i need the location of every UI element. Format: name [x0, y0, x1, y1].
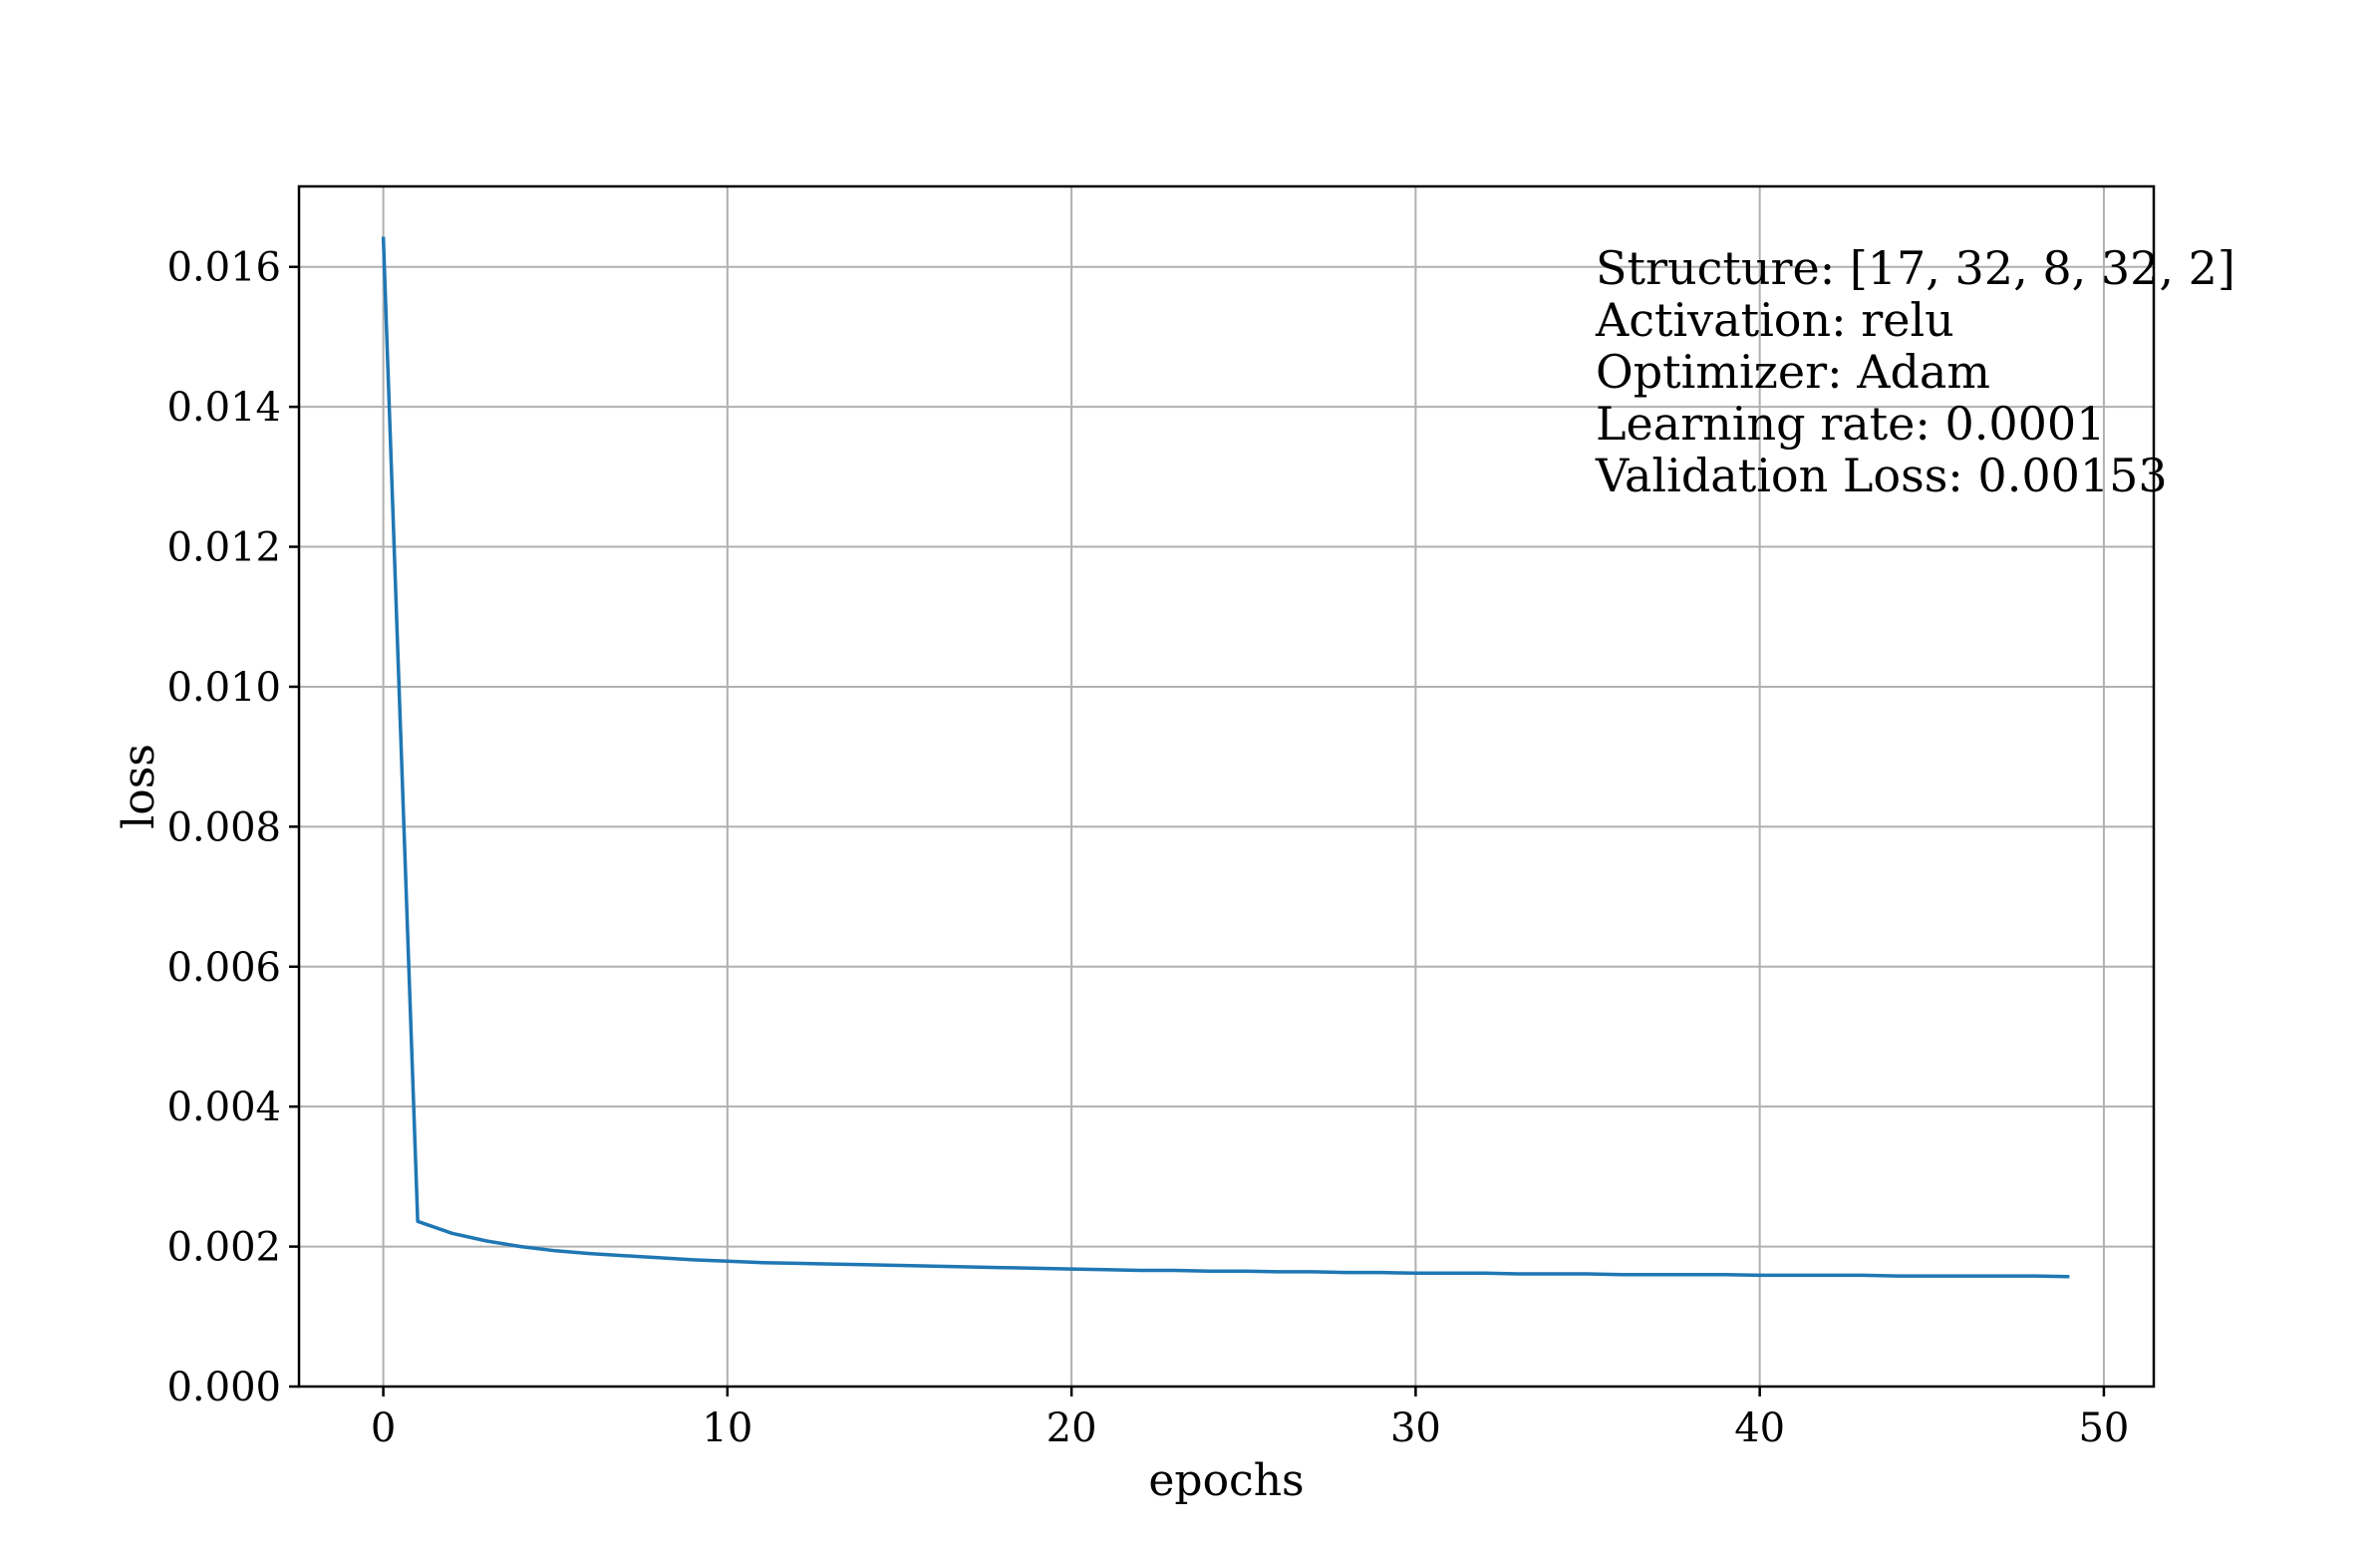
x-axis-label: epochs [1148, 1455, 1304, 1506]
x-tick-label: 50 [2078, 1405, 2129, 1451]
y-tick-label: 0.004 [166, 1084, 281, 1130]
x-tick-label: 30 [1390, 1405, 1441, 1451]
plot-frame [297, 184, 2156, 1389]
x-tick-label: 40 [1734, 1405, 1785, 1451]
annotation-line: Structure: [17, 32, 8, 32, 2] [1596, 241, 2235, 295]
loss-series-line [381, 236, 2070, 1279]
series-layer [381, 236, 2070, 1279]
x-tick-label: 20 [1046, 1405, 1097, 1451]
ticks: 0 10 20 30 40 50 0.000 0.002 0.004 0.006 0.008 0.01… [166, 245, 2129, 1451]
y-tick-label: 0.006 [166, 945, 281, 991]
y-tick-label: 0.008 [166, 804, 281, 850]
y-tick-label: 0.012 [166, 525, 281, 571]
annotation-line: Validation Loss: 0.00153 [1595, 449, 2168, 502]
y-tick-label: 0.010 [166, 665, 281, 711]
annotation-box: Structure: [17, 32, 8, 32, 2]Activation:… [1595, 241, 2235, 502]
annotation-line: Activation: relu [1595, 293, 1954, 347]
annotation-line: Optimizer: Adam [1596, 345, 1990, 399]
y-tick-label: 0.002 [166, 1225, 281, 1271]
grid [299, 186, 2154, 1388]
y-tick-label: 0.000 [166, 1365, 281, 1410]
y-tick-label: 0.016 [166, 245, 281, 291]
x-tick-label: 0 [371, 1405, 396, 1451]
annotation-line: Learning rate: 0.0001 [1596, 397, 2105, 451]
y-tick-label: 0.014 [166, 385, 281, 431]
x-tick-label: 10 [702, 1405, 752, 1451]
y-axis-label: loss [114, 744, 164, 829]
